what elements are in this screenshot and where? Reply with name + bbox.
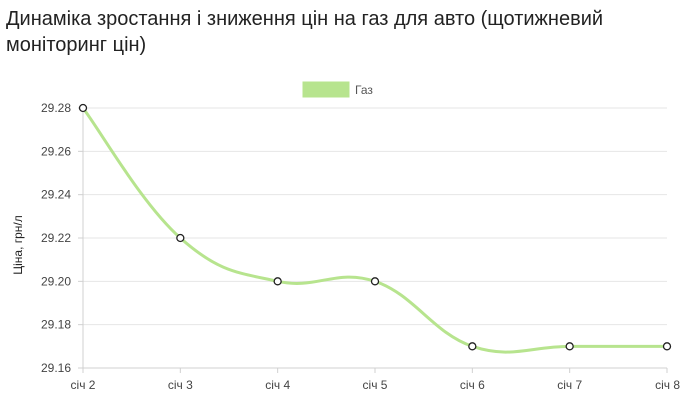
data-point[interactable] (273, 277, 282, 286)
series-layer (81, 107, 667, 354)
y-tick-label: 29.18 (41, 318, 71, 332)
y-axis-label: Ціна, грн/л (11, 215, 25, 275)
data-points (78, 103, 672, 351)
x-tick-label: січ 5 (363, 378, 388, 392)
y-tick-label: 29.16 (41, 361, 71, 375)
grid-lines (83, 107, 667, 369)
x-tick-label: січ 3 (168, 378, 193, 392)
y-tick-label: 29.26 (41, 144, 71, 158)
chart-title: Динаміка зростання і зниження цін на газ… (6, 8, 604, 56)
data-point[interactable] (662, 342, 672, 351)
y-tick-label: 29.28 (41, 101, 71, 115)
legend-label[interactable]: Газ (355, 83, 373, 97)
x-tick-label: січ 2 (71, 378, 96, 392)
x-tick-label: січ 8 (655, 378, 680, 392)
x-tick-label: січ 4 (265, 378, 290, 392)
x-tick-label: січ 6 (460, 378, 485, 392)
y-tick-label: 29.24 (41, 188, 71, 202)
x-tick-labels: січ 2 січ 3 січ 4 січ 5 січ 6 січ 7 січ 8 (71, 378, 681, 392)
data-point[interactable] (468, 342, 477, 351)
x-tick-label: січ 7 (557, 378, 582, 392)
legend-swatch[interactable] (302, 81, 350, 98)
y-tick-label: 29.22 (41, 231, 71, 245)
y-tick-label: 29.20 (41, 274, 71, 288)
data-point[interactable] (78, 103, 88, 113)
legend[interactable]: Газ (302, 81, 373, 98)
data-point[interactable] (565, 342, 574, 351)
data-point[interactable] (176, 233, 185, 243)
y-tick-labels: 29.16 29.18 29.20 29.22 29.24 29.26 29.28 (41, 101, 71, 375)
data-point[interactable] (370, 277, 380, 286)
axes (78, 104, 668, 373)
series-line (81, 107, 667, 354)
